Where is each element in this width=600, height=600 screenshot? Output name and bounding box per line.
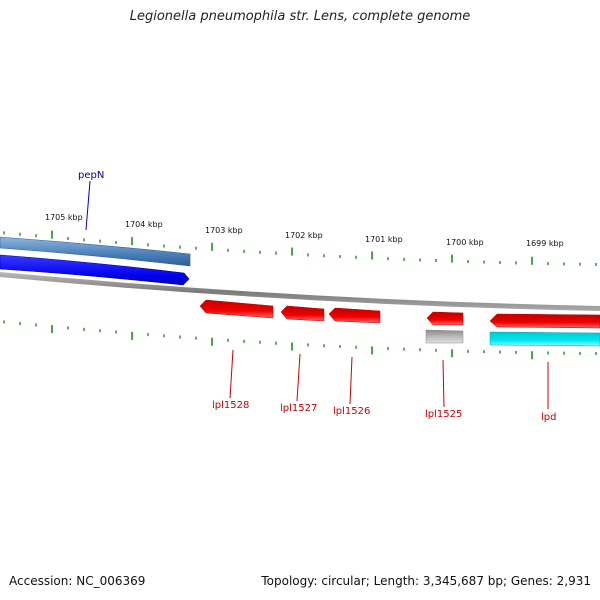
genome-backbone [0, 272, 600, 311]
lpl1526-label-line [349, 356, 353, 405]
gene-label-lpl1527[interactable]: lpl1527 [280, 403, 317, 414]
gene-label-lpl1525[interactable]: lpl1525 [425, 409, 462, 420]
gene-label-lpl1526[interactable]: lpl1526 [333, 406, 370, 417]
gene-pepN-arrow[interactable] [0, 236, 191, 267]
reverse-scale-ticks [3, 320, 597, 360]
scale-label-1703: 1703 kbp [205, 226, 243, 235]
gene-lpl1525-arrow[interactable] [426, 311, 464, 326]
lpl1527-label-line [296, 353, 301, 402]
forward-scale-ticks [3, 230, 597, 266]
gene-cyan-arrow[interactable] [489, 331, 600, 347]
scale-label-1702: 1702 kbp [285, 231, 323, 240]
scale-label-1699: 1699 kbp [526, 239, 564, 248]
gene-lpl1526-arrow[interactable] [328, 307, 381, 324]
pepN-label-line [85, 180, 91, 231]
genome-stats-text: Topology: circular; Length: 3,345,687 bp… [261, 574, 591, 588]
gene-lpl1528-arrow[interactable] [199, 299, 274, 319]
scale-label-1701: 1701 kbp [365, 235, 403, 244]
gene-forward-blue-arrow[interactable] [0, 254, 190, 286]
gene-label-lpd[interactable]: lpd [541, 412, 556, 423]
gene-lpd-red-arrow[interactable] [489, 313, 600, 329]
lpl1525-label-line [442, 359, 445, 408]
scale-label-1705: 1705 kbp [45, 213, 83, 222]
lpl1528-label-line [229, 349, 234, 399]
scale-label-1704: 1704 kbp [125, 220, 163, 229]
gene-pseudo-gray-arrow[interactable] [425, 329, 464, 344]
gene-label-lpl1528[interactable]: lpl1528 [212, 400, 249, 411]
gene-lpl1527-arrow[interactable] [280, 305, 325, 322]
map-title: Legionella pneumophila str. Lens, comple… [129, 9, 471, 24]
gene-label-pepN[interactable]: pepN [78, 170, 104, 181]
accession-text: Accession: NC_006369 [9, 574, 146, 588]
scale-label-1700: 1700 kbp [446, 238, 484, 247]
